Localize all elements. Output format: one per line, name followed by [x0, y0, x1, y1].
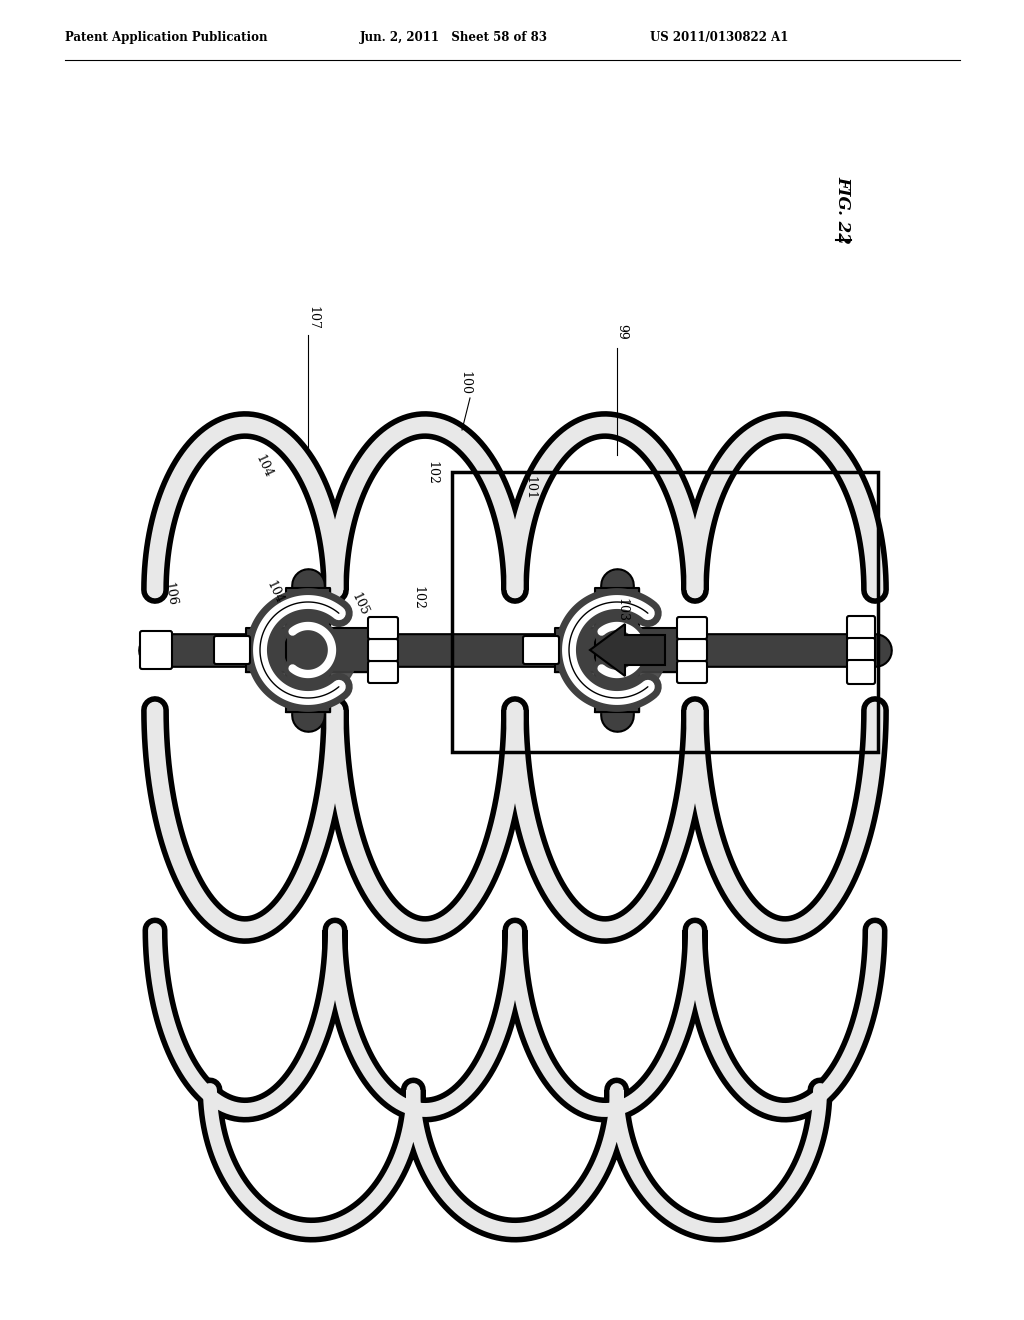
- FancyBboxPatch shape: [368, 639, 398, 661]
- Text: 104: 104: [253, 453, 275, 479]
- Text: 101: 101: [523, 477, 537, 500]
- FancyBboxPatch shape: [677, 661, 707, 682]
- Polygon shape: [246, 628, 370, 672]
- FancyBboxPatch shape: [214, 636, 250, 664]
- Text: Jun. 2, 2011   Sheet 58 of 83: Jun. 2, 2011 Sheet 58 of 83: [360, 32, 548, 45]
- FancyBboxPatch shape: [847, 660, 874, 684]
- Polygon shape: [595, 587, 639, 711]
- FancyArrow shape: [590, 624, 665, 676]
- Polygon shape: [567, 601, 667, 700]
- Text: Patent Application Publication: Patent Application Publication: [65, 32, 267, 45]
- Bar: [452, 473, 878, 752]
- FancyBboxPatch shape: [847, 638, 874, 663]
- FancyBboxPatch shape: [523, 636, 559, 664]
- Text: 107: 107: [306, 306, 319, 330]
- Text: 99: 99: [615, 325, 629, 339]
- Text: US 2011/0130822 A1: US 2011/0130822 A1: [650, 32, 788, 45]
- Polygon shape: [286, 587, 330, 711]
- Text: 105: 105: [349, 590, 371, 618]
- FancyBboxPatch shape: [140, 631, 172, 669]
- FancyBboxPatch shape: [677, 639, 707, 661]
- Text: 100: 100: [459, 371, 471, 395]
- FancyBboxPatch shape: [847, 616, 874, 640]
- FancyBboxPatch shape: [368, 616, 398, 639]
- Text: 103: 103: [615, 598, 629, 622]
- Text: 104: 104: [264, 578, 286, 606]
- Text: 102: 102: [412, 586, 425, 610]
- Text: 106: 106: [162, 581, 178, 607]
- Polygon shape: [555, 628, 679, 672]
- Text: FIG. 22: FIG. 22: [835, 176, 852, 244]
- FancyBboxPatch shape: [677, 616, 707, 639]
- Text: 102: 102: [426, 461, 438, 484]
- FancyBboxPatch shape: [368, 661, 398, 682]
- Polygon shape: [258, 601, 358, 700]
